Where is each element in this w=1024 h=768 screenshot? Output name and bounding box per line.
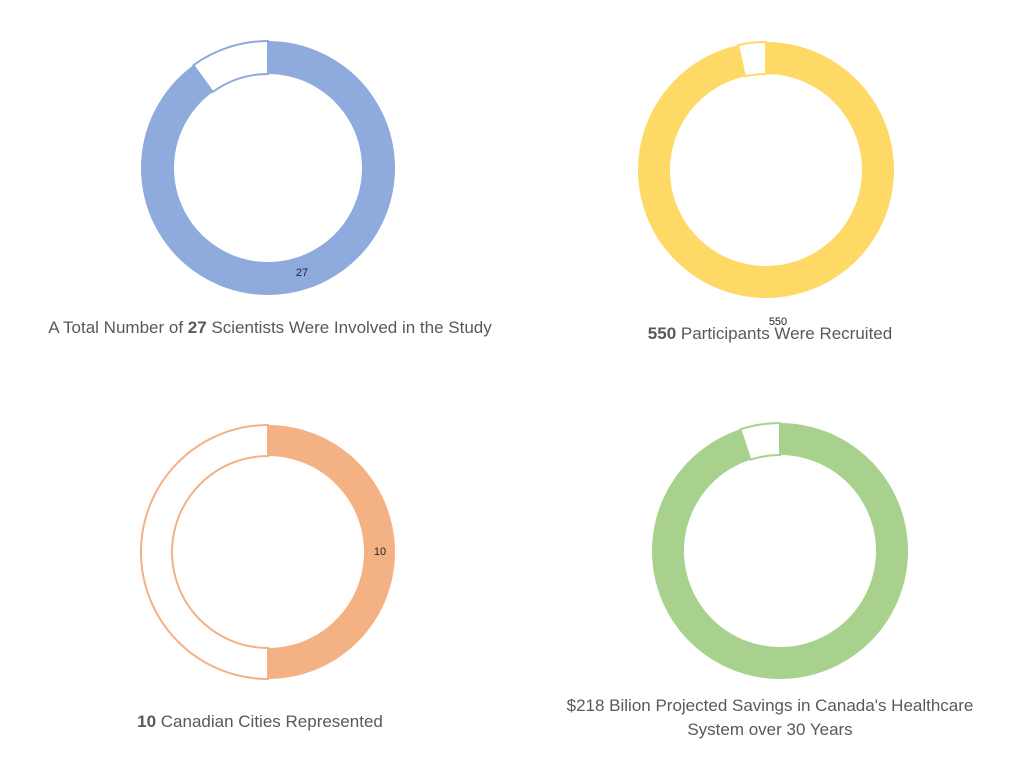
donut-value-slice [638, 42, 894, 298]
caption-pre: A Total Number of [48, 318, 188, 337]
donut-remainder-slice [736, 40, 767, 78]
scientists-caption: A Total Number of 27 Scientists Were Inv… [40, 316, 500, 340]
participants-caption: 550 Participants Were Recruited [560, 322, 980, 346]
cities-caption: 10 Canadian Cities Represented [60, 710, 460, 734]
donut-remainder-slice [140, 423, 269, 681]
participants-donut-chart: 550 [638, 40, 894, 328]
donut-remainder-slice [191, 39, 269, 94]
caption-post: Canadian Cities Represented [156, 712, 383, 731]
caption-post: $218 Bilion Projected Savings in Canada'… [566, 696, 974, 739]
cities-donut-chart: 10 [140, 423, 395, 681]
donut-data-label: 10 [374, 546, 386, 558]
caption-post: Scientists Were Involved in the Study [206, 318, 492, 337]
donut-value-slice [652, 423, 908, 679]
caption-post: Participants Were Recruited [676, 324, 893, 343]
savings-caption: $218 Bilion Projected Savings in Canada'… [540, 694, 1000, 742]
caption-highlight: 27 [187, 318, 207, 337]
savings-donut-chart [652, 421, 908, 679]
donut-value-slice [140, 41, 395, 295]
donut-data-label: 27 [296, 267, 308, 279]
caption-highlight: 550 [647, 324, 677, 343]
donut-value-slice [268, 425, 395, 679]
donut-data-label: 550 [769, 316, 787, 328]
caption-highlight: 10 [137, 712, 157, 731]
donut-remainder-slice [739, 421, 781, 461]
scientists-donut-chart: 27 [140, 39, 395, 295]
